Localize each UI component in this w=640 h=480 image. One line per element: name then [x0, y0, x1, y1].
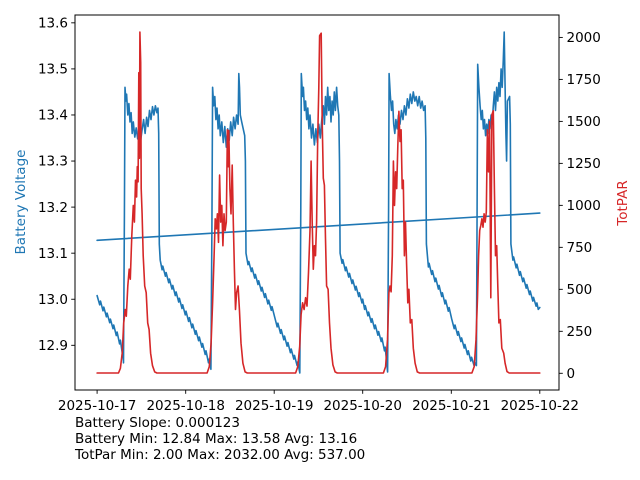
y-left-tick-label: 13.6 — [38, 16, 68, 32]
y-left-tick-label: 13.2 — [38, 200, 68, 216]
battery-trend-line — [96, 212, 541, 242]
y-axis-label-totpar: TotPAR — [615, 180, 631, 226]
plot-border — [74, 14, 560, 391]
y-left-tick-label: 13.4 — [38, 108, 68, 124]
y-axis-label-battery-voltage: Battery Voltage — [13, 149, 29, 255]
y-right-tick-label: 250 — [567, 324, 593, 340]
y-right-tick-label: 750 — [567, 240, 593, 256]
x-tick-label: 2025-10-22 — [501, 398, 579, 414]
x-tick-label: 2025-10-21 — [412, 398, 490, 414]
totpar-line — [96, 31, 541, 374]
x-tick-label: 2025-10-19 — [235, 398, 313, 414]
y-left-tick-label: 12.9 — [38, 338, 68, 354]
y-left-tick-label: 13.1 — [38, 246, 68, 262]
x-tick-label: 2025-10-18 — [146, 398, 224, 414]
stats-line-battery-slope: Battery Slope: 0.000123 — [75, 415, 240, 431]
y-right-tick-label: 0 — [567, 366, 576, 382]
stats-annotation: Battery Slope: 0.000123 Battery Min: 12.… — [75, 415, 365, 463]
y-left-tick-label: 13.0 — [38, 292, 68, 308]
stats-line-battery-minmax: Battery Min: 12.84 Max: 13.58 Avg: 13.16 — [75, 431, 358, 447]
y-left-tick-label: 13.5 — [38, 62, 68, 78]
y-right-tick-label: 1250 — [567, 156, 601, 172]
y-right-tick-label: 1000 — [567, 198, 601, 214]
y-right-tick-label: 2000 — [567, 30, 601, 46]
y-left-tick-label: 13.3 — [38, 154, 68, 170]
y-right-tick-label: 1500 — [567, 114, 601, 130]
x-tick-label: 2025-10-20 — [323, 398, 401, 414]
x-tick-label: 2025-10-17 — [58, 398, 136, 414]
y-right-tick-label: 500 — [567, 282, 593, 298]
y-right-tick-label: 1750 — [567, 72, 601, 88]
stats-line-totpar-minmax: TotPar Min: 2.00 Max: 2032.00 Avg: 537.0… — [75, 447, 366, 463]
